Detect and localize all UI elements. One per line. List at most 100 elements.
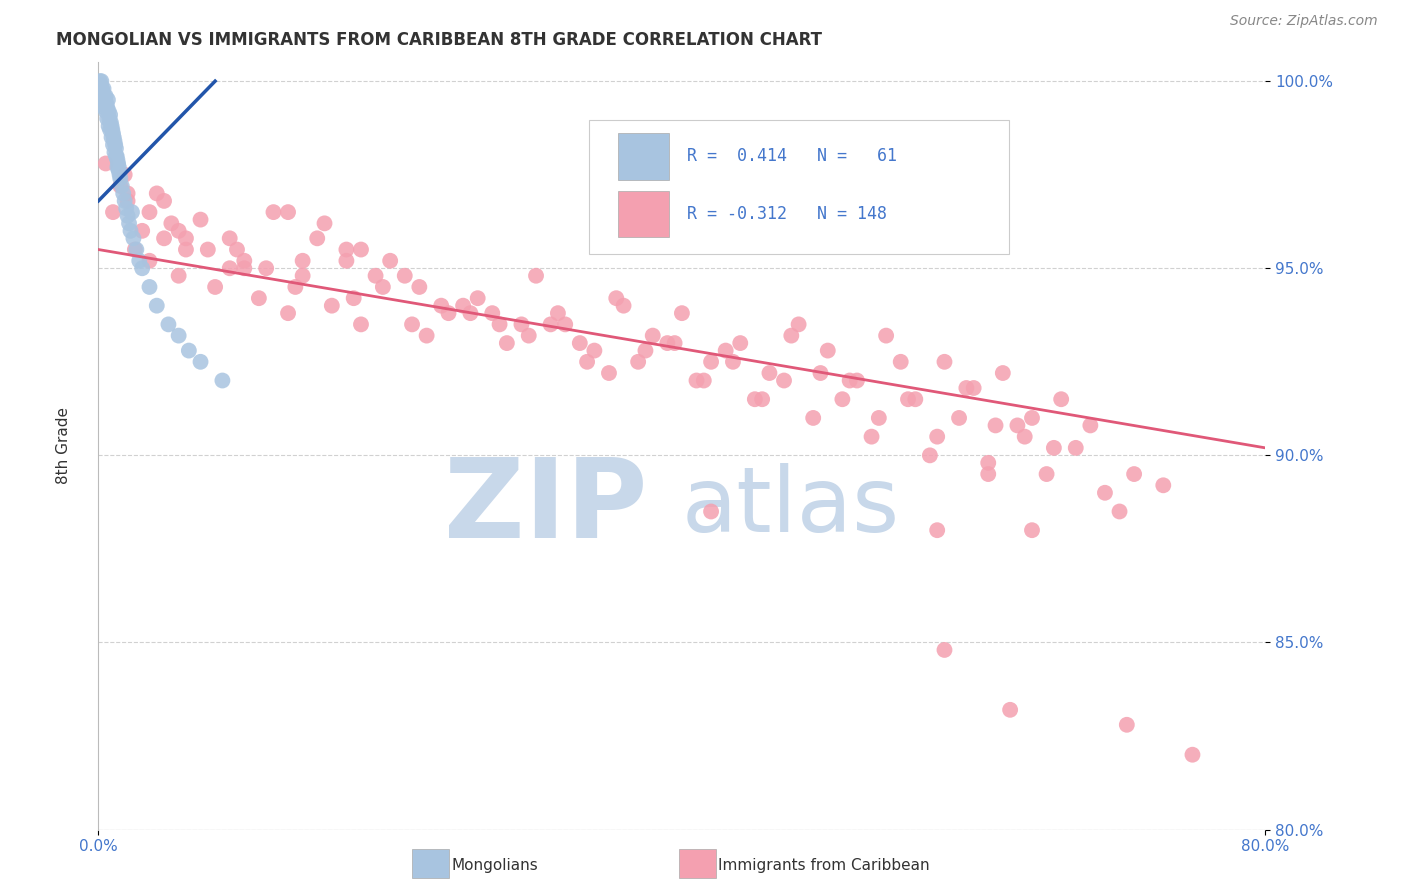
Text: MONGOLIAN VS IMMIGRANTS FROM CARIBBEAN 8TH GRADE CORRELATION CHART: MONGOLIAN VS IMMIGRANTS FROM CARIBBEAN 8… xyxy=(56,31,823,49)
Point xyxy=(108,164,131,178)
Point xyxy=(138,205,160,219)
Point xyxy=(838,374,860,388)
Point xyxy=(100,115,122,129)
Point xyxy=(321,299,343,313)
Point xyxy=(107,156,129,170)
Point xyxy=(90,86,112,100)
Point xyxy=(118,216,141,230)
Point xyxy=(524,268,547,283)
Point xyxy=(868,411,890,425)
Point xyxy=(897,392,920,407)
Point xyxy=(122,231,145,245)
Point xyxy=(128,253,150,268)
Point xyxy=(97,93,120,107)
Point xyxy=(540,318,562,332)
Point xyxy=(105,153,128,167)
Point xyxy=(576,355,599,369)
Point xyxy=(138,253,160,268)
Point xyxy=(103,130,125,145)
Point xyxy=(1014,430,1036,444)
Point xyxy=(89,74,111,88)
Point xyxy=(307,231,329,245)
Point xyxy=(153,231,176,245)
Point xyxy=(955,381,977,395)
Point xyxy=(1080,418,1102,433)
Point xyxy=(91,93,114,107)
Point xyxy=(962,381,984,395)
Point xyxy=(110,178,132,193)
Point xyxy=(93,89,115,103)
Point xyxy=(226,243,249,257)
Point xyxy=(343,291,366,305)
Point xyxy=(1021,523,1043,537)
Point xyxy=(94,104,117,119)
Text: atlas: atlas xyxy=(682,463,900,551)
Point xyxy=(810,366,832,380)
Point xyxy=(758,366,780,380)
Point xyxy=(394,268,416,283)
Point xyxy=(167,328,190,343)
Point xyxy=(801,411,824,425)
Point xyxy=(218,231,240,245)
Point xyxy=(114,194,136,208)
Point xyxy=(1007,418,1029,433)
Point xyxy=(460,306,482,320)
Point xyxy=(96,96,118,111)
Point xyxy=(488,318,510,332)
Point xyxy=(112,186,135,201)
Point xyxy=(94,89,117,103)
Point xyxy=(1115,718,1137,732)
Point xyxy=(641,328,664,343)
FancyBboxPatch shape xyxy=(617,191,669,237)
Text: Source: ZipAtlas.com: Source: ZipAtlas.com xyxy=(1230,14,1378,28)
Point xyxy=(664,336,686,351)
Point xyxy=(335,253,357,268)
Point xyxy=(104,137,127,152)
Point xyxy=(787,318,810,332)
Point xyxy=(364,268,387,283)
Point xyxy=(1181,747,1204,762)
Point xyxy=(583,343,606,358)
Point xyxy=(510,318,533,332)
Point xyxy=(174,231,197,245)
Point xyxy=(117,186,139,201)
Point xyxy=(103,145,125,160)
Point xyxy=(94,156,117,170)
Point xyxy=(103,134,125,148)
Point xyxy=(371,280,394,294)
Point xyxy=(115,202,138,216)
Point xyxy=(291,253,314,268)
Point xyxy=(744,392,766,407)
Point xyxy=(157,318,180,332)
Point xyxy=(627,355,650,369)
Point xyxy=(100,119,122,133)
Point xyxy=(104,141,127,155)
Point xyxy=(177,343,200,358)
Point xyxy=(94,93,117,107)
Point xyxy=(875,328,897,343)
Point xyxy=(190,355,212,369)
Text: ZIP: ZIP xyxy=(443,454,647,561)
Point xyxy=(96,112,118,126)
Point xyxy=(218,261,240,276)
Point xyxy=(117,209,139,223)
Point xyxy=(124,243,146,257)
Point xyxy=(817,343,839,358)
Point xyxy=(190,212,212,227)
Point xyxy=(131,224,153,238)
Point xyxy=(121,205,143,219)
Point xyxy=(547,306,569,320)
Point xyxy=(984,418,1007,433)
Point xyxy=(120,224,142,238)
Point xyxy=(380,253,402,268)
Point xyxy=(350,318,373,332)
Point xyxy=(613,299,636,313)
Text: Immigrants from Caribbean: Immigrants from Caribbean xyxy=(718,858,931,872)
Point xyxy=(97,104,120,119)
Point xyxy=(263,205,285,219)
Point xyxy=(91,81,114,95)
Point xyxy=(780,328,803,343)
Point xyxy=(517,328,540,343)
Point xyxy=(105,149,128,163)
Point xyxy=(254,261,277,276)
